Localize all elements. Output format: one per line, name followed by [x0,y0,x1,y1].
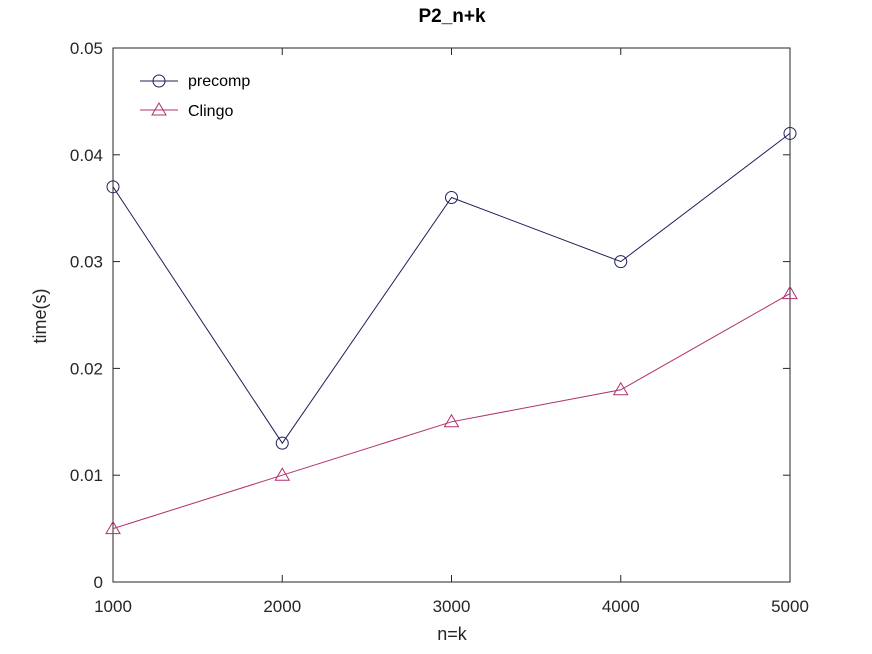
y-tick-label: 0.05 [70,39,103,58]
legend-item-precomp: precomp [140,73,250,90]
series-precomp [106,126,797,450]
x-axis: 1000 2000 3000 4000 5000 [94,48,809,616]
data-point-clingo [612,381,629,396]
x-tick-label: 5000 [771,597,809,616]
series-line-precomp [112,133,791,445]
legend: precomp Clingo [140,73,250,120]
data-point-clingo [782,285,798,300]
series-line-clingo [112,293,791,530]
y-axis-title: time(s) [30,289,50,344]
y-tick-label: 0 [94,573,103,592]
data-point-precomp [614,255,628,269]
y-tick-label: 0.01 [70,466,103,485]
y-tick-label: 0.03 [70,253,103,272]
x-tick-label: 4000 [602,597,640,616]
x-axis-title: n=k [437,624,468,644]
data-point-clingo [443,413,460,428]
data-point-clingo [105,520,121,535]
legend-marker-clingo [151,102,167,116]
series-layer [105,126,798,535]
y-axis: 0 0.01 0.02 0.03 0.04 0.05 [70,39,790,592]
data-point-precomp [106,180,120,194]
y-tick-label: 0.04 [70,146,103,165]
legend-label-clingo: Clingo [188,103,233,120]
data-point-precomp [275,436,289,450]
x-tick-label: 1000 [94,597,132,616]
x-tick-label: 3000 [433,597,471,616]
x-tick-label: 2000 [263,597,301,616]
series-clingo [105,285,798,535]
data-point-clingo [274,467,291,481]
legend-label-precomp: precomp [188,73,250,90]
data-point-precomp [783,126,797,140]
data-point-precomp [445,191,458,205]
legend-marker-precomp [152,74,166,88]
legend-item-clingo: Clingo [140,102,233,120]
y-tick-label: 0.02 [70,359,103,378]
chart-title: P2_n+k [418,6,486,27]
